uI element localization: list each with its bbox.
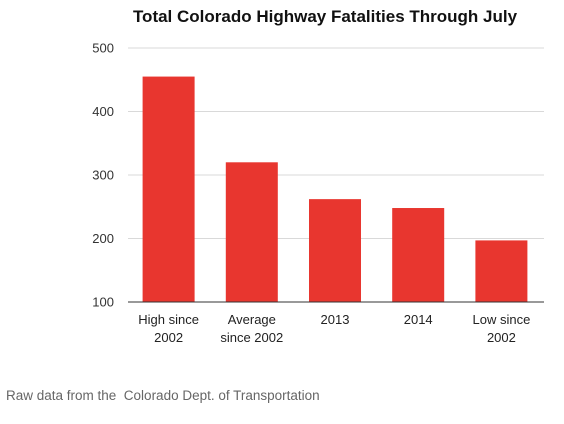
x-axis-labels: High since 2002 Average since 2002 2013 2014 L… <box>138 312 530 345</box>
bar <box>392 208 445 302</box>
bar <box>225 162 278 302</box>
y-tick-label: 200 <box>92 231 114 246</box>
bar <box>142 76 195 302</box>
y-tick-label: 300 <box>92 168 114 183</box>
x-category-label: 2014 <box>404 312 433 327</box>
y-tick-label: 400 <box>92 104 114 119</box>
y-axis-ticks: 100 200 300 400 500 <box>92 41 114 310</box>
bar <box>475 240 528 302</box>
x-category-label: Low since 2002 <box>472 312 530 345</box>
x-category-label: High since 2002 <box>138 312 199 345</box>
chart-title: Total Colorado Highway Fatalities Throug… <box>133 7 518 26</box>
y-tick-label: 500 <box>92 41 114 56</box>
x-category-label: Average since 2002 <box>220 312 283 345</box>
source-note: Raw data from the Colorado Dept. of Tran… <box>6 388 320 403</box>
x-category-label: 2013 <box>321 312 350 327</box>
bar <box>309 199 361 302</box>
y-tick-label: 100 <box>92 295 114 310</box>
bars <box>142 76 528 302</box>
